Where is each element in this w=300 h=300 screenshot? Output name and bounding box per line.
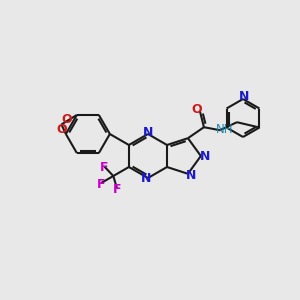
Text: F: F: [100, 161, 109, 174]
Text: N: N: [200, 151, 210, 164]
Text: F: F: [97, 178, 105, 191]
Text: F: F: [113, 183, 121, 196]
Text: O: O: [62, 113, 73, 126]
Text: N: N: [186, 169, 196, 182]
Text: N: N: [239, 91, 249, 103]
Text: NH: NH: [216, 123, 234, 136]
Text: N: N: [143, 127, 153, 140]
Text: N: N: [141, 172, 151, 185]
Text: O: O: [192, 103, 202, 116]
Text: O: O: [56, 123, 67, 136]
